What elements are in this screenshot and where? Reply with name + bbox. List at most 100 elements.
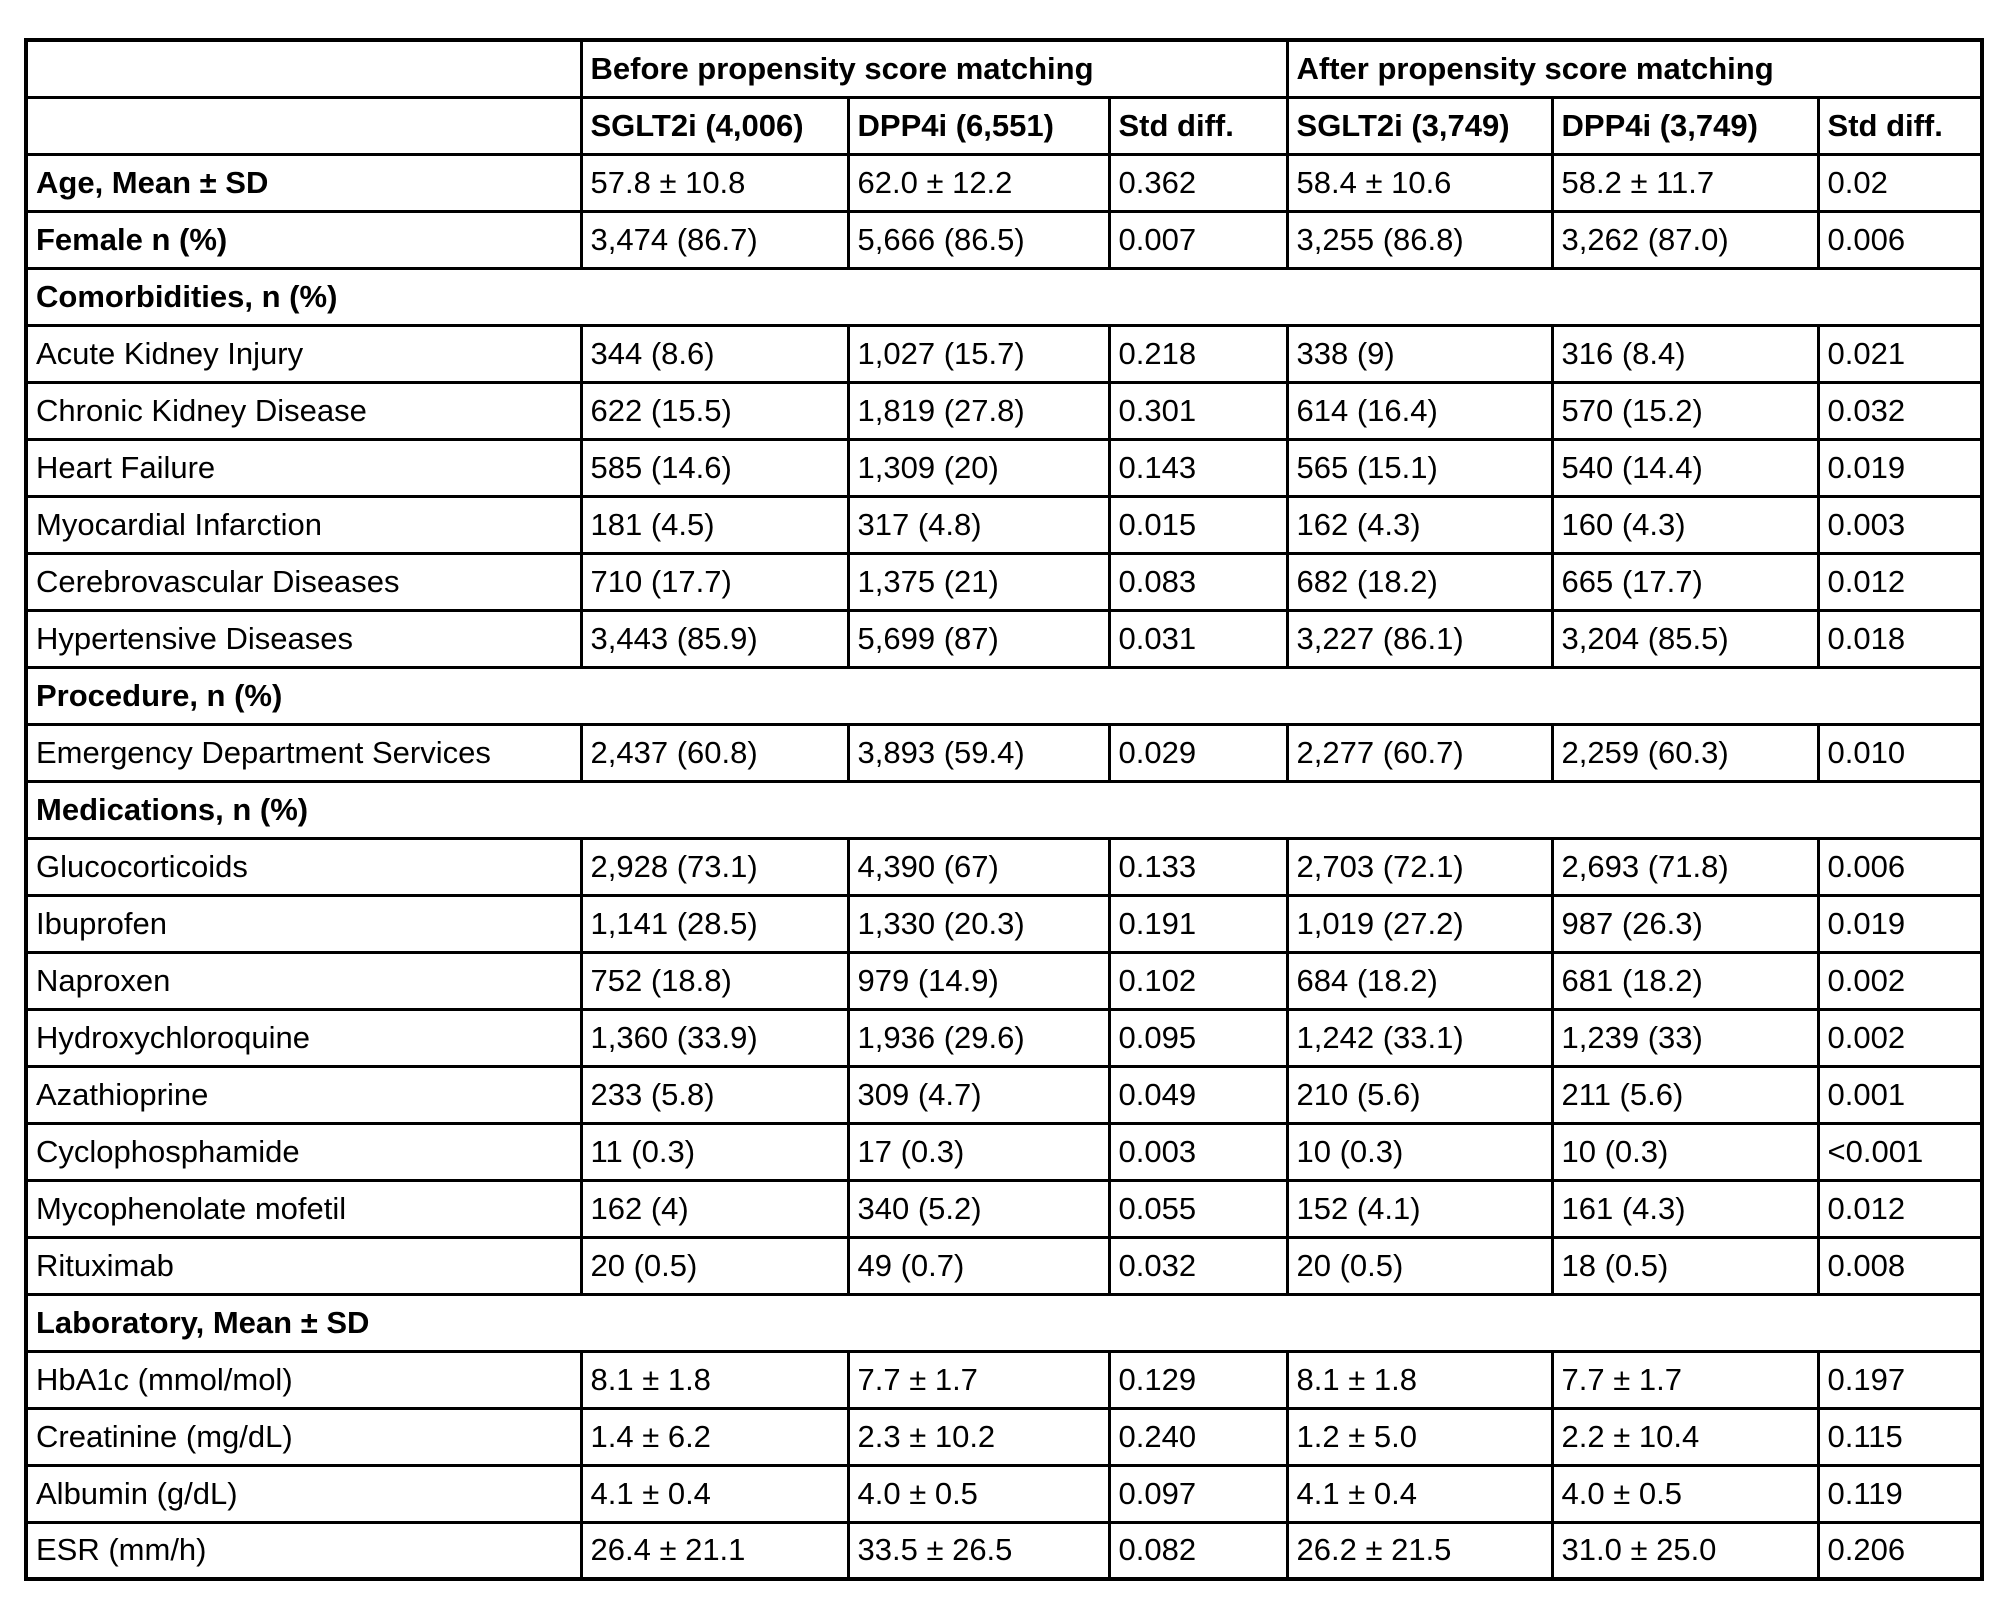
value-cell: 4,390 (67): [846, 836, 1111, 897]
value-cell: 2,703 (72.1): [1285, 836, 1554, 897]
table-row: Cyclophosphamide 11 (0.3) 17 (0.3) 0.003 10 …: [24, 1121, 1984, 1182]
value-cell: 0.002: [1816, 950, 1984, 1011]
value-cell: 0.006: [1816, 836, 1984, 897]
value-cell: 0.015: [1107, 494, 1289, 555]
value-cell: 0.018: [1816, 608, 1984, 669]
value-cell: 1,239 (33): [1550, 1007, 1820, 1068]
value-cell: 622 (15.5): [579, 380, 850, 441]
row-label: Albumin (g/dL): [24, 1463, 583, 1524]
value-cell: 58.4 ± 10.6: [1285, 152, 1554, 213]
column-header-dpp4i-after: DPP4i (3,749): [1550, 95, 1820, 156]
value-cell: 1,360 (33.9): [579, 1007, 850, 1068]
value-cell: 0.206: [1816, 1520, 1984, 1581]
value-cell: 0.012: [1816, 551, 1984, 612]
value-cell: 0.143: [1107, 437, 1289, 498]
value-cell: 0.133: [1107, 836, 1289, 897]
value-cell: 0.002: [1816, 1007, 1984, 1068]
row-label: ESR (mm/h): [24, 1520, 583, 1581]
value-cell: 0.029: [1107, 722, 1289, 783]
row-label: Chronic Kidney Disease: [24, 380, 583, 441]
value-cell: 11 (0.3): [579, 1121, 850, 1182]
value-cell: 0.008: [1816, 1235, 1984, 1296]
value-cell: 161 (4.3): [1550, 1178, 1820, 1239]
value-cell: 2,437 (60.8): [579, 722, 850, 783]
value-cell: 0.119: [1816, 1463, 1984, 1524]
group-header-before-matching: Before propensity score matching: [579, 38, 1289, 99]
value-cell: 3,227 (86.1): [1285, 608, 1554, 669]
table-row: Azathioprine 233 (5.8) 309 (4.7) 0.049 210 (…: [24, 1064, 1984, 1125]
table-row: Naproxen 752 (18.8) 979 (14.9) 0.102 684 (18…: [24, 950, 1984, 1011]
value-cell: 2,277 (60.7): [1285, 722, 1554, 783]
value-cell: 0.021: [1816, 323, 1984, 384]
group-header-after-matching: After propensity score matching: [1285, 38, 1984, 99]
row-label: Mycophenolate mofetil: [24, 1178, 583, 1239]
value-cell: 0.003: [1107, 1121, 1289, 1182]
value-cell: 0.010: [1816, 722, 1984, 783]
value-cell: 210 (5.6): [1285, 1064, 1554, 1125]
row-label: Heart Failure: [24, 437, 583, 498]
column-header-std-diff-before: Std diff.: [1107, 95, 1289, 156]
value-cell: 681 (18.2): [1550, 950, 1820, 1011]
value-cell: 31.0 ± 25.0: [1550, 1520, 1820, 1581]
value-cell: 316 (8.4): [1550, 323, 1820, 384]
table-row: Acute Kidney Injury 344 (8.6) 1,027 (15.7)…: [24, 323, 1984, 384]
value-cell: 570 (15.2): [1550, 380, 1820, 441]
table-row: Hypertensive Diseases 3,443 (85.9) 5,699 (…: [24, 608, 1984, 669]
value-cell: 181 (4.5): [579, 494, 850, 555]
value-cell: 585 (14.6): [579, 437, 850, 498]
value-cell: 344 (8.6): [579, 323, 850, 384]
value-cell: 0.115: [1816, 1406, 1984, 1467]
value-cell: 1,375 (21): [846, 551, 1111, 612]
value-cell: 0.362: [1107, 152, 1289, 213]
row-label: Emergency Department Services: [24, 722, 583, 783]
value-cell: 0.006: [1816, 209, 1984, 270]
value-cell: 2.2 ± 10.4: [1550, 1406, 1820, 1467]
value-cell: 0.218: [1107, 323, 1289, 384]
table-body: Age, Mean ± SD 57.8 ± 10.8 62.0 ± 12.2 0.36…: [24, 152, 1984, 1581]
value-cell: 1,141 (28.5): [579, 893, 850, 954]
value-cell: 7.7 ± 1.7: [1550, 1349, 1820, 1410]
row-label: Cerebrovascular Diseases: [24, 551, 583, 612]
value-cell: 49 (0.7): [846, 1235, 1111, 1296]
value-cell: 2,693 (71.8): [1550, 836, 1820, 897]
value-cell: 5,699 (87): [846, 608, 1111, 669]
table-row: Albumin (g/dL) 4.1 ± 0.4 4.0 ± 0.5 0.097 4.1…: [24, 1463, 1984, 1524]
value-cell: 4.1 ± 0.4: [1285, 1463, 1554, 1524]
row-label: Azathioprine: [24, 1064, 583, 1125]
table-row: ESR (mm/h) 26.4 ± 21.1 33.5 ± 26.5 0.082 26.…: [24, 1520, 1984, 1581]
value-cell: 0.032: [1107, 1235, 1289, 1296]
baseline-characteristics-table: Before propensity score matching After p…: [24, 38, 1985, 1581]
value-cell: 162 (4): [579, 1178, 850, 1239]
value-cell: 0.001: [1816, 1064, 1984, 1125]
value-cell: 665 (17.7): [1550, 551, 1820, 612]
table-row: Myocardial Infarction 181 (4.5) 317 (4.8) 0…: [24, 494, 1984, 555]
value-cell: 211 (5.6): [1550, 1064, 1820, 1125]
column-header-std-diff-after: Std diff.: [1816, 95, 1984, 156]
column-header-row: SGLT2i (4,006) DPP4i (6,551) Std diff. S…: [24, 95, 1984, 156]
value-cell: 0.049: [1107, 1064, 1289, 1125]
value-cell: 0.191: [1107, 893, 1289, 954]
value-cell: 8.1 ± 1.8: [579, 1349, 850, 1410]
group-header-row: Before propensity score matching After p…: [24, 38, 1984, 99]
value-cell: 3,443 (85.9): [579, 608, 850, 669]
value-cell: 540 (14.4): [1550, 437, 1820, 498]
value-cell: 710 (17.7): [579, 551, 850, 612]
table-row: Ibuprofen 1,141 (28.5) 1,330 (20.3) 0.191 1,…: [24, 893, 1984, 954]
value-cell: 33.5 ± 26.5: [846, 1520, 1111, 1581]
value-cell: <0.001: [1816, 1121, 1984, 1182]
value-cell: 1.4 ± 6.2: [579, 1406, 850, 1467]
table-row: Creatinine (mg/dL) 1.4 ± 6.2 2.3 ± 10.2 0.2…: [24, 1406, 1984, 1467]
value-cell: 1,330 (20.3): [846, 893, 1111, 954]
value-cell: 0.012: [1816, 1178, 1984, 1239]
value-cell: 0.007: [1107, 209, 1289, 270]
value-cell: 987 (26.3): [1550, 893, 1820, 954]
row-label: Hydroxychloroquine: [24, 1007, 583, 1068]
value-cell: 160 (4.3): [1550, 494, 1820, 555]
section-row: Medications, n (%): [24, 779, 1984, 840]
table-row: Age, Mean ± SD 57.8 ± 10.8 62.0 ± 12.2 0.36…: [24, 152, 1984, 213]
value-cell: 614 (16.4): [1285, 380, 1554, 441]
value-cell: 17 (0.3): [846, 1121, 1111, 1182]
value-cell: 338 (9): [1285, 323, 1554, 384]
value-cell: 0.197: [1816, 1349, 1984, 1410]
